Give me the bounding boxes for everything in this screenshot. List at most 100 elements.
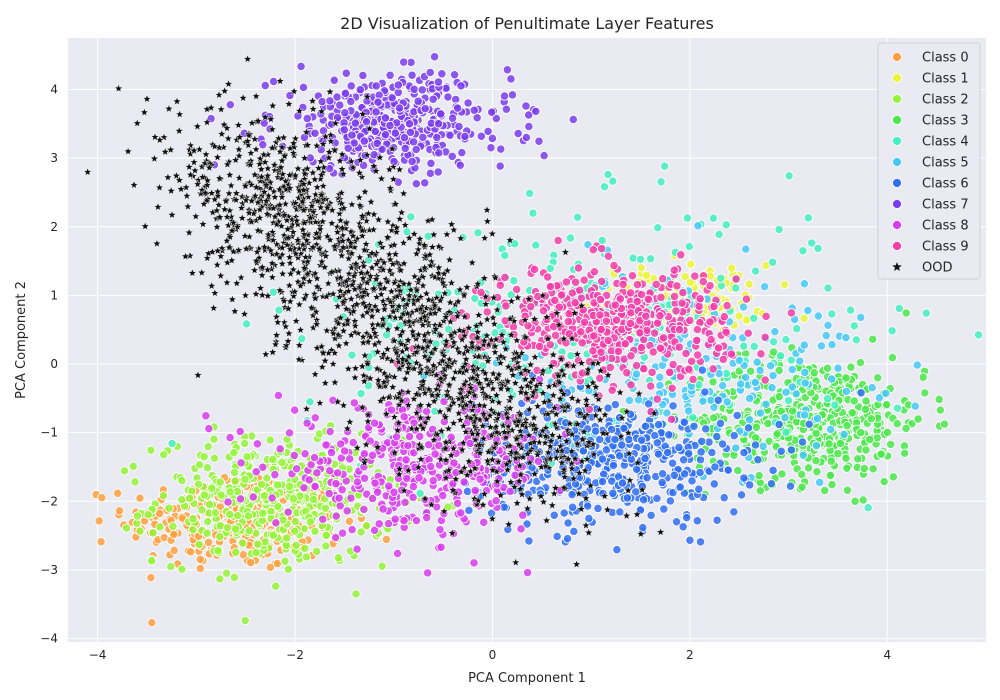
data-point: [682, 213, 692, 223]
data-point: [939, 419, 950, 429]
data-point: [202, 463, 213, 473]
data-point: [913, 414, 923, 424]
data-point: [841, 453, 851, 463]
data-point: [132, 511, 143, 521]
data-point: [655, 343, 666, 353]
data-point: [258, 140, 268, 150]
data-point: [439, 396, 449, 407]
data-point: [646, 381, 656, 391]
data-point: [755, 486, 766, 496]
data-point: [570, 298, 580, 308]
data-point: [603, 169, 613, 180]
data-point: [282, 533, 292, 543]
data-point: [495, 280, 505, 291]
data-point: [470, 485, 480, 496]
data-point: [723, 465, 733, 475]
data-point: [827, 374, 837, 384]
data-point: [734, 311, 744, 321]
data-point: [425, 67, 435, 78]
data-point: [195, 554, 205, 565]
data-point: [689, 421, 699, 431]
data-point: [744, 393, 755, 404]
data-point: [881, 388, 891, 399]
data-point: [333, 468, 343, 478]
data-point: [483, 126, 493, 137]
data-point: [215, 477, 225, 487]
data-point: [502, 65, 513, 75]
data-point: [553, 235, 563, 246]
data-point: [280, 556, 290, 566]
data-point: [666, 414, 677, 425]
data-point: [899, 448, 910, 458]
data-point: [298, 82, 309, 93]
data-point: [308, 494, 319, 505]
data-point: [411, 144, 421, 155]
data-point: [841, 386, 852, 397]
data-point: [860, 404, 871, 414]
data-point: [745, 366, 756, 376]
data-point: [491, 113, 501, 124]
data-point: [436, 109, 446, 119]
data-point: [516, 524, 526, 534]
data-point: [380, 113, 391, 123]
data-point: [674, 442, 684, 453]
data-point: [894, 303, 904, 314]
data-point: [693, 221, 703, 231]
data-point: [552, 531, 562, 542]
data-point: [304, 475, 314, 485]
data-point: [716, 273, 726, 283]
data-point: [359, 136, 369, 146]
data-point: [510, 470, 520, 480]
data-point: [833, 449, 843, 459]
data-point: [155, 508, 165, 519]
data-point: [595, 434, 605, 445]
data-point: [859, 463, 869, 474]
data-point: [768, 347, 779, 357]
data-point: [284, 481, 295, 491]
data-point: [268, 454, 278, 464]
data-point: [456, 81, 466, 91]
data-point: [549, 510, 559, 520]
data-point: [718, 380, 728, 391]
data-point: [331, 511, 341, 521]
data-point: [692, 324, 703, 335]
data-point: [465, 438, 475, 449]
data-point: [588, 346, 598, 356]
data-point: [687, 476, 697, 486]
data-point: [662, 408, 672, 418]
data-point: [424, 440, 434, 450]
data-point: [682, 512, 692, 523]
data-point: [438, 490, 448, 501]
data-point: [901, 308, 911, 318]
data-point: [302, 418, 312, 428]
data-point: [378, 504, 388, 514]
data-point: [344, 516, 355, 526]
data-point: [418, 132, 428, 142]
data-point: [199, 452, 209, 462]
data-point: [207, 483, 217, 494]
data-point: [370, 126, 380, 137]
data-point: [608, 176, 618, 186]
data-point: [434, 148, 444, 158]
data-point: [436, 542, 446, 552]
data-point: [863, 503, 873, 513]
data-point: [469, 105, 479, 115]
data-point: [589, 331, 599, 341]
data-point: [389, 487, 399, 497]
data-point: [619, 423, 629, 434]
data-point: [274, 305, 284, 315]
data-point: [359, 504, 369, 515]
data-point: [729, 430, 739, 441]
data-point: [420, 178, 430, 188]
data-point: [371, 81, 381, 91]
data-point: [469, 558, 479, 568]
data-point: [701, 424, 711, 434]
data-point: [626, 454, 636, 464]
data-point: [403, 440, 413, 451]
data-point: [349, 398, 359, 408]
data-point: [487, 133, 498, 144]
data-point: [94, 516, 104, 526]
data-point: [550, 330, 561, 340]
data-point: [578, 446, 589, 456]
data-point: [370, 478, 380, 488]
